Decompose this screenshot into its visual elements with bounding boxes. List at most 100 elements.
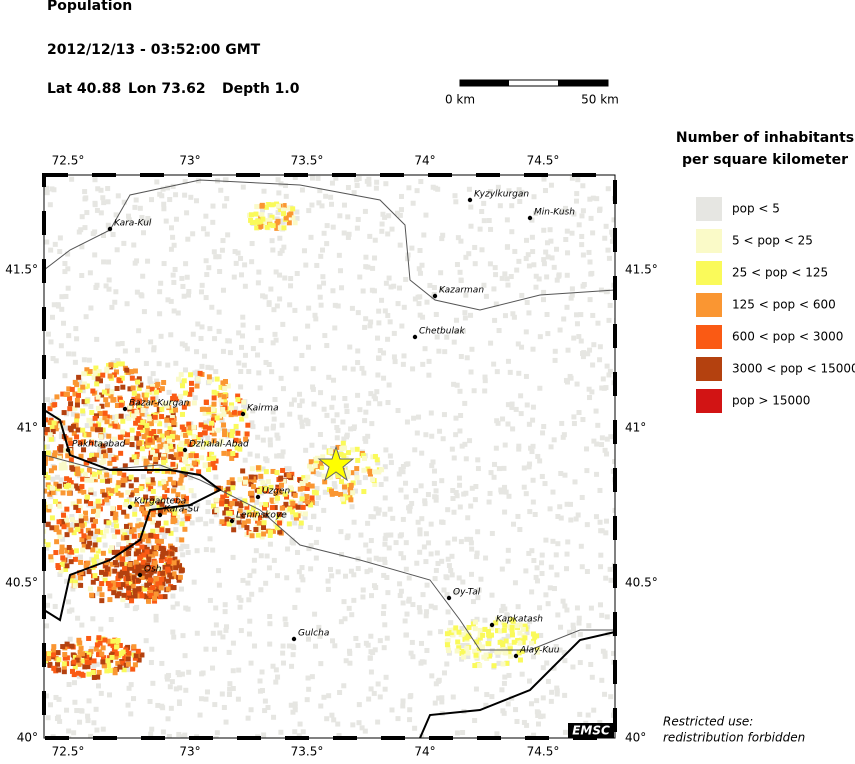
pop-cell [569,286,575,292]
pop-cell [90,616,96,622]
pop-cell [341,683,347,689]
pop-cell [213,458,219,464]
pop-cell [224,624,230,630]
pop-cell [379,467,385,473]
pop-cell [151,533,157,539]
pop-cell [452,536,458,542]
pop-cell [68,578,74,584]
pop-cell [64,506,70,512]
pop-cell [202,420,208,426]
pop-cell [273,679,279,685]
pop-cell [539,570,545,576]
pop-cell [398,588,404,594]
pop-cell [137,532,143,538]
pop-cell [292,703,298,709]
pop-cell [561,432,567,438]
pop-cell [410,654,416,660]
pop-cell [372,481,378,487]
pop-cell [345,214,351,220]
pop-cell [297,403,303,409]
pop-cell [64,578,70,584]
pop-cell [94,207,100,213]
pop-cell [233,427,239,433]
pop-cell [288,485,294,491]
pop-cell [68,440,74,446]
pop-cell [472,261,478,267]
pop-cell [594,196,600,202]
pop-cell [305,499,311,505]
badge: EMSC [572,724,610,738]
pop-cell [194,383,200,389]
pop-cell [382,541,388,547]
pop-cell [378,482,384,488]
pop-cell [442,349,448,355]
pop-cell [113,212,119,218]
pop-cell [310,384,316,390]
pop-cell [87,655,93,661]
pop-cell [89,592,95,598]
pop-cell [417,248,423,254]
pop-cell [129,598,135,604]
pop-cell [136,328,142,334]
pop-cell [419,516,425,522]
pop-cell [458,539,464,545]
pop-cell [100,488,106,494]
pop-cell [140,407,146,413]
pop-cell [238,597,244,603]
pop-cell [375,510,381,516]
legend-label: 3000 < pop < 15000 [732,362,855,376]
pop-cell [123,551,129,557]
pop-cell [557,327,563,333]
pop-cell [410,200,416,206]
pop-cell [74,417,80,423]
pop-cell [66,599,72,605]
pop-cell [127,562,133,568]
pop-cell [69,549,75,555]
pop-cell [267,442,273,448]
pop-cell [66,608,72,614]
pop-cell [564,551,570,557]
lat-label: 41.5° [5,263,38,277]
pop-cell [130,385,136,391]
pop-cell [565,250,571,256]
pop-cell [149,565,155,571]
pop-cell [150,383,156,389]
pop-cell [448,620,454,626]
pop-cell [111,436,117,442]
pop-cell [141,218,147,224]
pop-cell [159,414,165,420]
pop-cell [100,726,106,732]
pop-cell [496,466,502,472]
pop-cell [349,470,355,476]
pop-cell [88,305,94,311]
city-dot [182,447,188,453]
pop-cell [580,417,586,423]
pop-cell [420,314,426,320]
pop-cell [211,389,217,395]
pop-cell [61,410,67,416]
pop-cell [49,485,55,491]
pop-cell [213,369,219,375]
pop-cell [206,455,212,461]
pop-cell [167,443,173,449]
pop-cell [96,635,102,641]
pop-cell [377,638,383,644]
pop-cell [400,516,406,522]
pop-cell [360,288,366,294]
pop-cell [190,463,196,469]
pop-cell [94,642,100,648]
pop-cell [148,381,154,387]
pop-cell [135,523,141,529]
pop-cell [125,576,131,582]
pop-cell [77,640,83,646]
pop-cell [295,504,301,510]
pop-cell [379,297,385,303]
pop-cell [456,629,462,635]
border [44,409,222,622]
pop-cell [445,638,451,644]
pop-cell [217,630,223,636]
pop-cell [277,529,283,535]
pop-cell [243,436,249,442]
pop-cell [88,421,94,427]
pop-cell [207,378,213,384]
